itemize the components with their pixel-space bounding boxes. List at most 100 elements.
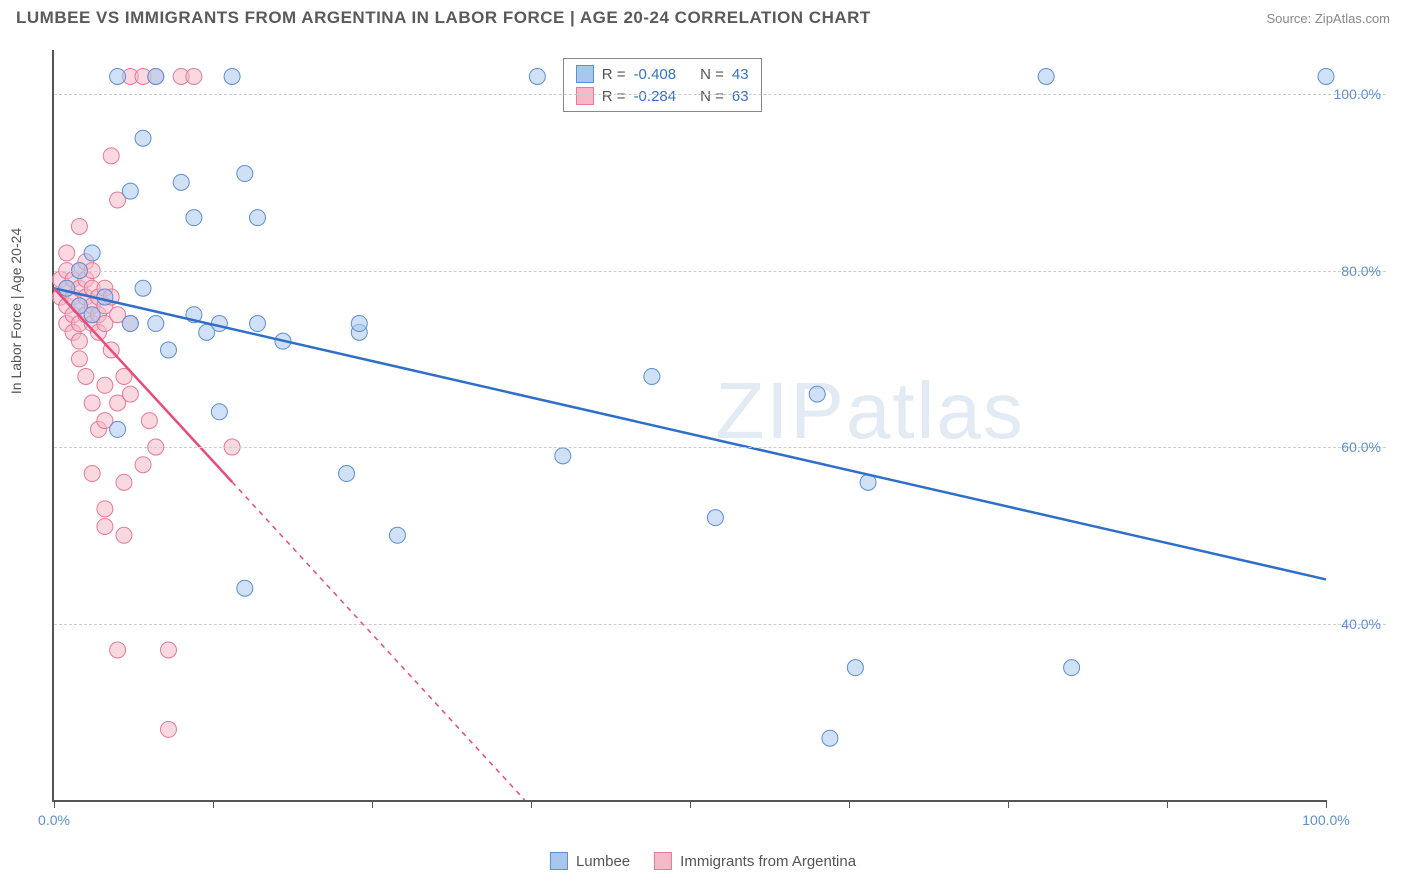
trend-line	[54, 288, 1326, 579]
legend-label-lumbee: Lumbee	[576, 853, 630, 870]
stats-swatch	[576, 87, 594, 105]
data-point	[250, 210, 266, 226]
gridline	[54, 94, 1386, 95]
x-tick	[1008, 800, 1009, 808]
trend-line-dashed	[232, 482, 525, 800]
stat-r-label: R =	[602, 66, 626, 83]
legend-item-lumbee: Lumbee	[550, 852, 630, 870]
data-point	[59, 280, 75, 296]
y-axis-label: In Labor Force | Age 20-24	[8, 228, 24, 394]
data-point	[1318, 68, 1334, 84]
x-tick	[372, 800, 373, 808]
data-point	[186, 210, 202, 226]
stat-n-value: 63	[732, 88, 749, 105]
data-point	[224, 68, 240, 84]
data-point	[847, 660, 863, 676]
x-tick-label: 100.0%	[1302, 812, 1349, 828]
plot-svg	[54, 50, 1326, 800]
stat-n-label: N =	[700, 66, 724, 83]
stats-swatch	[576, 65, 594, 83]
chart-title: LUMBEE VS IMMIGRANTS FROM ARGENTINA IN L…	[16, 8, 871, 28]
gridline	[54, 624, 1386, 625]
data-point	[84, 307, 100, 323]
data-point	[103, 148, 119, 164]
stats-box: R =-0.408N =43R =-0.284N =63	[563, 58, 762, 112]
y-tick-label: 60.0%	[1341, 439, 1381, 455]
x-tick	[54, 800, 55, 808]
data-point	[1064, 660, 1080, 676]
data-point	[135, 130, 151, 146]
stat-r-value: -0.284	[634, 88, 677, 105]
y-tick-label: 100.0%	[1334, 86, 1381, 102]
data-point	[71, 333, 87, 349]
data-point	[173, 174, 189, 190]
data-point	[84, 395, 100, 411]
data-point	[160, 642, 176, 658]
data-point	[339, 466, 355, 482]
data-point	[351, 316, 367, 332]
stat-r-label: R =	[602, 88, 626, 105]
x-tick	[1326, 800, 1327, 808]
chart-container: In Labor Force | Age 20-24 ZIPatlas R =-…	[52, 50, 1386, 822]
data-point	[141, 413, 157, 429]
data-point	[555, 448, 571, 464]
trend-line	[54, 288, 232, 482]
gridline	[54, 447, 1386, 448]
x-tick	[849, 800, 850, 808]
data-point	[71, 351, 87, 367]
data-point	[809, 386, 825, 402]
data-point	[84, 245, 100, 261]
data-point	[110, 421, 126, 437]
data-point	[644, 368, 660, 384]
legend-label-argentina: Immigrants from Argentina	[680, 853, 856, 870]
legend-swatch-argentina	[654, 852, 672, 870]
data-point	[237, 580, 253, 596]
data-point	[116, 474, 132, 490]
data-point	[97, 289, 113, 305]
stats-row: R = -0.284 N = 63	[576, 85, 749, 107]
legend-item-argentina: Immigrants from Argentina	[654, 852, 856, 870]
data-point	[84, 466, 100, 482]
data-point	[211, 404, 227, 420]
data-point	[78, 368, 94, 384]
gridline	[54, 271, 1386, 272]
data-point	[97, 501, 113, 517]
y-tick-label: 40.0%	[1341, 616, 1381, 632]
data-point	[822, 730, 838, 746]
data-point	[389, 527, 405, 543]
data-point	[707, 510, 723, 526]
data-point	[529, 68, 545, 84]
data-point	[160, 342, 176, 358]
x-tick	[1167, 800, 1168, 808]
x-tick	[531, 800, 532, 808]
data-point	[97, 518, 113, 534]
data-point	[97, 377, 113, 393]
data-point	[135, 457, 151, 473]
x-tick	[690, 800, 691, 808]
y-tick-label: 80.0%	[1341, 263, 1381, 279]
x-tick	[213, 800, 214, 808]
plot-area: ZIPatlas R =-0.408N =43R =-0.284N =63 40…	[52, 50, 1326, 802]
data-point	[186, 68, 202, 84]
data-point	[237, 166, 253, 182]
data-point	[110, 68, 126, 84]
data-point	[116, 527, 132, 543]
data-point	[160, 721, 176, 737]
data-point	[122, 183, 138, 199]
data-point	[110, 642, 126, 658]
data-point	[122, 386, 138, 402]
data-point	[135, 280, 151, 296]
data-point	[1038, 68, 1054, 84]
data-point	[59, 245, 75, 261]
data-point	[148, 68, 164, 84]
stat-r-value: -0.408	[634, 66, 677, 83]
bottom-legend: Lumbee Immigrants from Argentina	[550, 852, 856, 870]
data-point	[250, 316, 266, 332]
data-point	[71, 218, 87, 234]
data-point	[148, 316, 164, 332]
stat-n-label: N =	[700, 88, 724, 105]
data-point	[122, 316, 138, 332]
legend-swatch-lumbee	[550, 852, 568, 870]
source-label: Source: ZipAtlas.com	[1266, 11, 1390, 26]
stats-row: R =-0.408N =43	[576, 63, 749, 85]
